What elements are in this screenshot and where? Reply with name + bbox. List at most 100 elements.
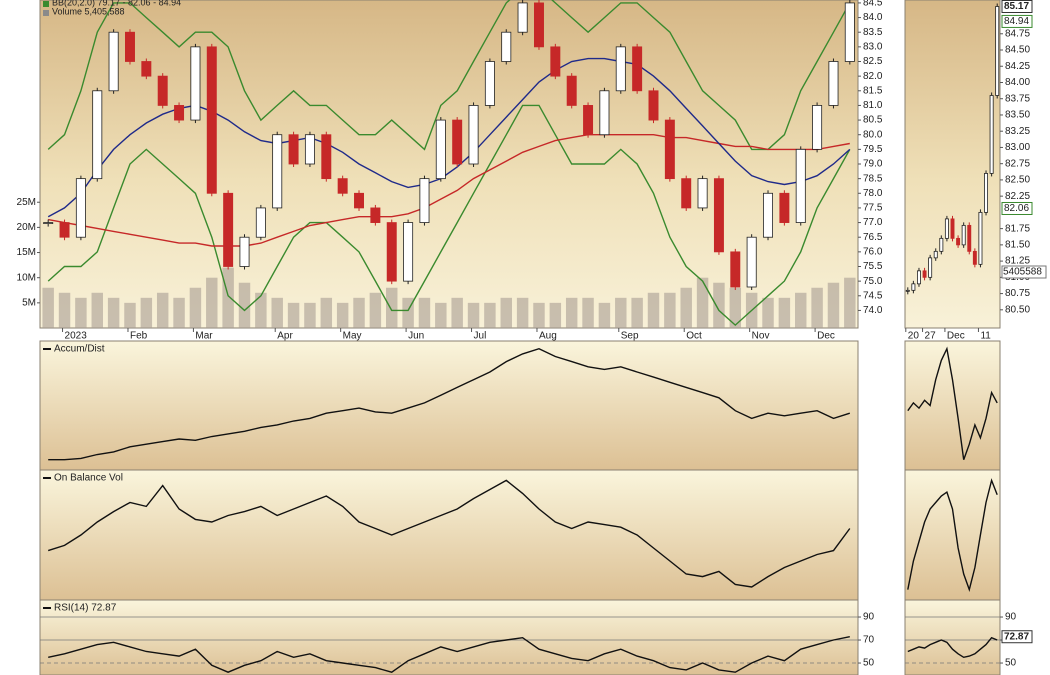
volume-bar	[75, 297, 87, 328]
volume-bar	[238, 282, 251, 328]
y-tick-label: 75.5	[863, 261, 883, 272]
y-tick-label: 83.5	[863, 27, 883, 38]
candle-body	[92, 90, 103, 180]
candle-body	[944, 218, 949, 239]
x-tick-label: Dec	[817, 331, 835, 342]
y-tick-label: 76.0	[863, 246, 883, 257]
y-tick-label: 90	[863, 612, 875, 623]
y-tick-label: 83.00	[1005, 142, 1030, 153]
candle-body	[223, 192, 234, 267]
volume-bar	[713, 282, 725, 328]
candle-body	[681, 178, 692, 209]
y-tick-label: 79.5	[863, 144, 883, 155]
candle-body	[141, 61, 152, 77]
candle-body	[763, 192, 774, 238]
volume-bar	[271, 297, 283, 328]
candle-body	[452, 119, 463, 165]
panel-marks	[48, 347, 851, 461]
volume-bar	[287, 302, 300, 328]
x-tick-label: 27	[925, 331, 937, 342]
series-line	[47, 479, 851, 588]
panel-background	[904, 340, 1001, 471]
candle-body	[190, 46, 201, 121]
candle-body	[403, 222, 414, 282]
x-tick-label: Oct	[686, 331, 702, 342]
value-badge	[1001, 630, 1033, 644]
volume-bar	[615, 297, 627, 328]
volume-bar	[42, 287, 54, 328]
candle-body	[124, 31, 135, 62]
candle-body	[157, 75, 168, 106]
candle-body	[648, 90, 659, 121]
legend-text: Volume 5,405,588	[52, 6, 125, 16]
y-tick-label: 81.5	[863, 85, 883, 96]
volume-bar	[402, 297, 414, 328]
panel-marks	[905, 616, 1000, 664]
x-tick-label: 11	[980, 331, 991, 342]
x-tick-label: Nov	[752, 331, 770, 342]
candle-body	[108, 31, 119, 92]
panel-marks	[40, 616, 858, 673]
y-tick-label: 50	[1005, 658, 1017, 669]
value-badge	[1001, 0, 1033, 13]
x-tick-label: 20	[908, 331, 920, 342]
volume-bar	[680, 287, 692, 328]
y-tick-label: 76.5	[863, 232, 883, 243]
candle-body	[566, 75, 577, 106]
candle-body	[59, 222, 70, 238]
candle-body	[713, 178, 724, 253]
y-tick-label: 78.5	[863, 173, 883, 184]
y-tick-label: 70	[863, 635, 875, 646]
y-tick-label: 80.75	[1005, 288, 1030, 299]
x-tick-label: May	[343, 331, 362, 342]
candle-body	[206, 46, 217, 194]
volume-bar	[451, 297, 463, 328]
volume-bar	[156, 292, 169, 328]
x-tick-label: Jul	[474, 331, 487, 342]
y-tick-label: 82.75	[1005, 158, 1030, 169]
y-tick-label: 81.0	[863, 100, 883, 111]
y-tick-label: 81.25	[1005, 256, 1030, 267]
volume-bar	[189, 287, 202, 328]
volume-bar	[336, 302, 349, 328]
x-tick-label: Mar	[195, 331, 213, 342]
series-line	[48, 347, 851, 461]
y-tick-label: 81.75	[1005, 223, 1030, 234]
candle-body	[984, 173, 988, 213]
candle-body	[533, 2, 544, 48]
volume-bar	[353, 297, 365, 328]
candle-body	[844, 2, 855, 62]
candle-body	[615, 46, 626, 92]
candle-body	[174, 105, 185, 121]
y2-tick-label: 25M	[17, 197, 36, 208]
volume-bar	[549, 302, 562, 328]
volume-bar	[124, 302, 136, 328]
volume-bar	[206, 277, 218, 328]
volume-bar	[598, 302, 611, 328]
series-line	[47, 0, 851, 151]
y2-tick-label: 15M	[17, 247, 36, 258]
value-badge	[1001, 14, 1033, 28]
y-tick-label: 75.0	[863, 276, 883, 287]
panel-background	[904, 599, 1001, 675]
volume-bar	[418, 297, 431, 328]
candle-body	[75, 178, 86, 238]
candle-body	[697, 178, 708, 209]
candle-body	[239, 236, 250, 267]
panel-title: On Balance Vol	[54, 473, 123, 484]
candle-body	[939, 237, 944, 252]
candle-body	[468, 105, 479, 165]
candle-body	[304, 134, 315, 165]
legend-swatch	[43, 1, 49, 7]
candle-body	[812, 105, 823, 150]
value-badge-label: 85.17	[1004, 1, 1029, 12]
volume-badge	[1001, 265, 1047, 279]
candle-body	[632, 46, 643, 92]
legend-text: BB(20,2.0) 79.17 - 82.06 - 84.94	[52, 0, 181, 7]
candle-body	[905, 289, 910, 292]
candle-body	[370, 207, 381, 223]
volume-bar	[304, 302, 316, 328]
candle-body	[435, 119, 446, 180]
legend-swatch	[43, 10, 49, 16]
